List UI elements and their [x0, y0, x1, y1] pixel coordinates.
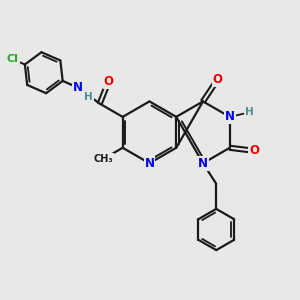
Text: Cl: Cl — [7, 54, 19, 64]
Text: N: N — [198, 157, 208, 170]
Text: N: N — [225, 110, 235, 123]
Text: O: O — [213, 73, 223, 86]
Text: CH₃: CH₃ — [94, 154, 113, 164]
Text: N: N — [145, 157, 154, 170]
Text: O: O — [249, 144, 259, 157]
Text: O: O — [103, 75, 114, 88]
Text: H: H — [85, 92, 93, 102]
Text: H: H — [244, 107, 253, 118]
Text: N: N — [73, 81, 82, 94]
